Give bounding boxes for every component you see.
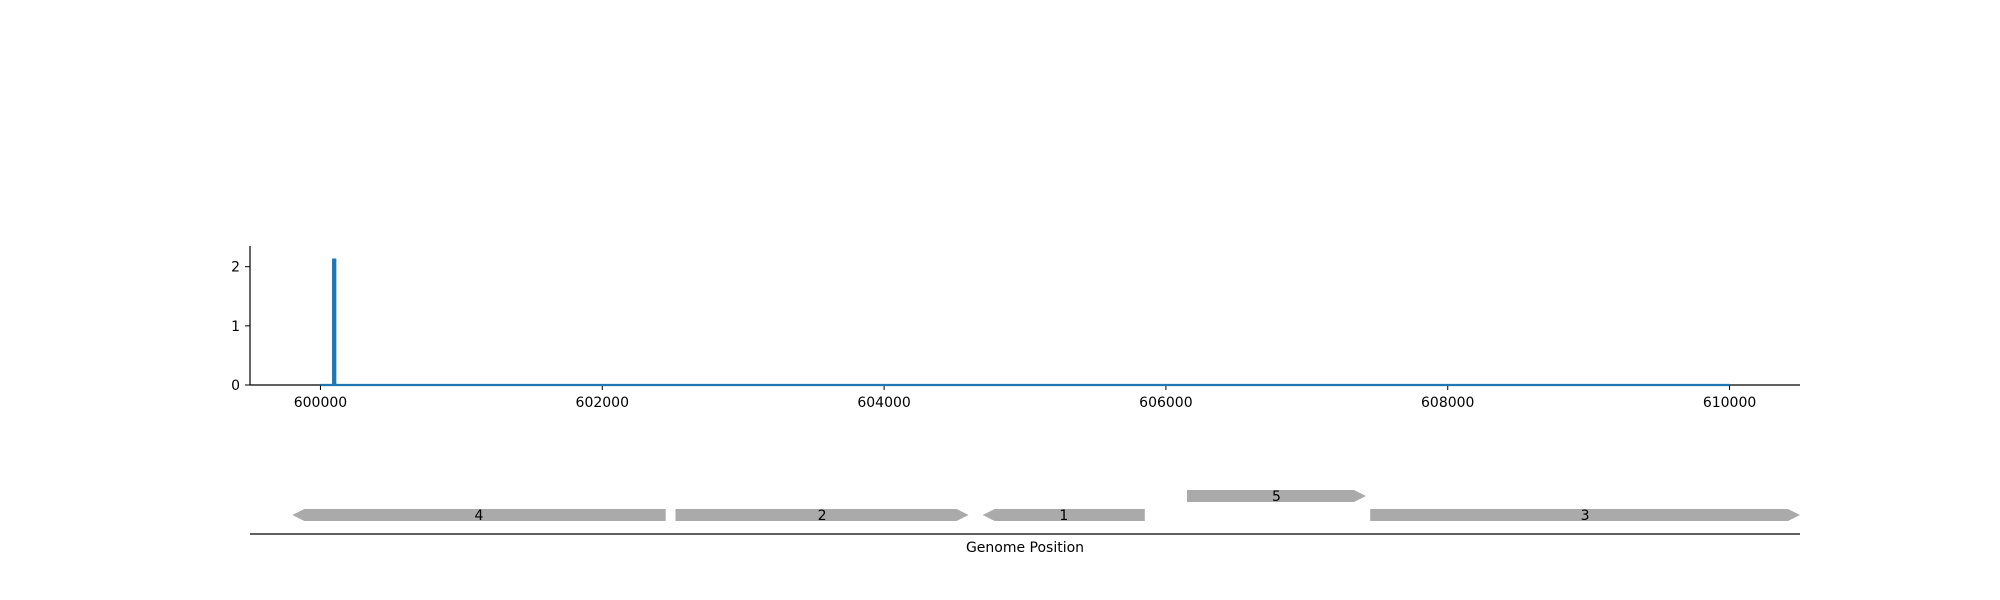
x-tick-label: 606000 xyxy=(1139,395,1192,411)
gene-label: 5 xyxy=(1272,489,1281,505)
gene-track: 4 2 1 5 3 Genome Position xyxy=(250,489,1800,556)
coverage-plot: 0 1 2 600000 602000 604000 606000 608000 610000 xyxy=(231,246,1800,411)
y-tick-label: 0 xyxy=(231,378,240,394)
gene-label: 1 xyxy=(1059,508,1068,524)
x-tick-label: 608000 xyxy=(1421,395,1474,411)
x-tick-label: 610000 xyxy=(1703,395,1756,411)
gene-arrow xyxy=(1187,490,1366,502)
gene-arrow xyxy=(292,509,666,521)
gene-label: 4 xyxy=(475,508,484,524)
y-tick-label: 1 xyxy=(231,319,240,335)
gene-label: 3 xyxy=(1581,508,1590,524)
gene-arrow xyxy=(982,509,1145,521)
x-axis-label: Genome Position xyxy=(966,540,1084,556)
gene-label: 2 xyxy=(818,508,827,524)
x-tick-label: 600000 xyxy=(294,395,347,411)
gene-arrow xyxy=(675,509,969,521)
x-tick-label: 602000 xyxy=(576,395,629,411)
y-tick-label: 2 xyxy=(231,260,240,276)
coverage-series-line xyxy=(320,258,1730,387)
gene-arrow xyxy=(1370,509,1800,521)
x-tick-label: 604000 xyxy=(857,395,910,411)
